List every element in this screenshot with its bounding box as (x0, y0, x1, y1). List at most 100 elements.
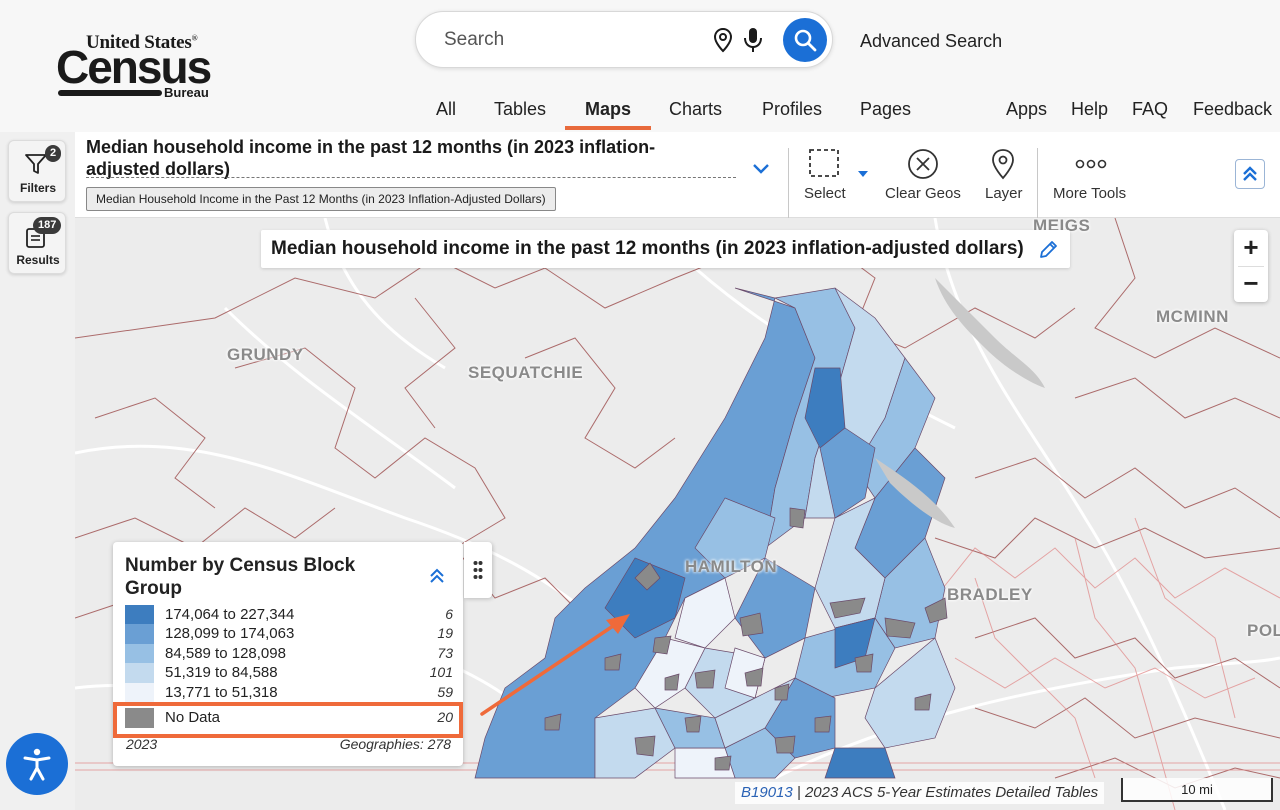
map-toolbar: Median household income in the past 12 m… (75, 132, 1280, 218)
legend-row: 51,319 to 84,588 101 (125, 663, 453, 683)
scale-bar: 10 mi (1121, 778, 1273, 802)
legend-geographies: Geographies: 278 (339, 736, 451, 752)
search-bar (415, 11, 833, 68)
more-tools-label: More Tools (1053, 185, 1127, 202)
hamilton-choropleth (474, 287, 956, 779)
search-button[interactable] (783, 18, 827, 62)
legend-row-no-data: No Data 20 (125, 708, 453, 728)
location-pin-icon (992, 149, 1014, 180)
feedback-link[interactable]: Feedback (1193, 99, 1273, 119)
filters-count-badge: 2 (45, 145, 62, 162)
drag-dots-icon (473, 561, 483, 579)
lake-shape (875, 458, 955, 528)
legend-row: 128,099 to 174,063 19 (125, 624, 453, 644)
attribution-divider: | (796, 784, 805, 801)
filters-button[interactable]: 2 Filters (8, 140, 66, 202)
site-header: United States® Census Bureau Advanced Se… (0, 0, 1280, 132)
search-input[interactable] (444, 26, 694, 54)
county-label-grundy: GRUNDY (227, 345, 304, 364)
location-pin-icon[interactable] (712, 27, 734, 53)
map-attribution: B19013 | 2023 ACS 5-Year Estimates Detai… (735, 782, 1105, 804)
legend-range: 51,319 to 84,588 (165, 664, 278, 681)
zoom-divider (1238, 266, 1264, 267)
logo-underline (58, 90, 162, 96)
left-rail: 2 Filters 187 Results (0, 132, 75, 810)
tab-charts[interactable]: Charts (669, 99, 723, 119)
legend-swatch (125, 644, 154, 664)
legend-count: 6 (445, 606, 453, 622)
legend-title: Number by Census Block Group (125, 555, 356, 599)
tab-pages[interactable]: Pages (860, 99, 912, 119)
county-label-mcminn: MCMINN (1156, 307, 1229, 326)
legend-range: 174,064 to 227,344 (165, 606, 295, 623)
double-chevron-up-icon[interactable] (429, 568, 445, 584)
active-tab-indicator (565, 126, 651, 130)
results-button[interactable]: 187 Results (8, 212, 66, 274)
legend-range: No Data (165, 709, 221, 726)
legend-count: 59 (437, 684, 453, 700)
legend-range: 84,589 to 128,098 (165, 645, 286, 662)
zoom-out-button[interactable]: − (1243, 268, 1259, 298)
toolbar-divider (1037, 148, 1038, 218)
attribution-text: 2023 ACS 5-Year Estimates Detailed Table… (804, 784, 1099, 801)
county-label-bradley: BRADLEY (947, 585, 1033, 604)
table-code-link[interactable]: B19013 (741, 784, 793, 801)
tab-maps[interactable]: Maps (585, 99, 632, 119)
legend-drag-handle[interactable] (464, 542, 492, 598)
legend-count: 101 (429, 664, 453, 680)
accessibility-icon (23, 748, 51, 781)
double-chevron-up-icon (1243, 166, 1257, 181)
no-data-highlight-box (113, 702, 463, 738)
legend-count: 19 (437, 625, 453, 641)
zoom-controls: + − (1234, 230, 1268, 302)
microphone-icon[interactable] (742, 26, 764, 54)
legend-swatch (125, 624, 154, 644)
chevron-down-icon[interactable] (752, 163, 770, 175)
legend-year: 2023 (126, 736, 158, 752)
legend-swatch (125, 663, 154, 683)
collapse-toolbar-button[interactable] (1235, 159, 1265, 189)
help-link[interactable]: Help (1071, 99, 1109, 119)
logo-main-text: Census (56, 41, 212, 93)
map-title-text: Median household income in the past 12 m… (271, 238, 1024, 259)
results-label: Results (16, 253, 60, 267)
lake-shape (935, 278, 1045, 388)
legend-range: 13,771 to 51,318 (165, 684, 278, 701)
map-legend: Number by Census Block Group 174,064 to … (113, 542, 463, 766)
legend-row: 84,589 to 128,098 73 (125, 644, 453, 664)
legend-count: 20 (437, 709, 453, 725)
apps-link[interactable]: Apps (1006, 99, 1048, 119)
census-logo[interactable]: United States® Census Bureau (56, 32, 226, 100)
toolbar-divider (788, 148, 789, 218)
filters-label: Filters (19, 181, 56, 195)
logo-top-text: United States (86, 32, 192, 53)
select-box-icon (809, 149, 839, 177)
search-icon (794, 29, 817, 52)
table-title-dropdown[interactable]: Median household income in the past 12 m… (86, 137, 656, 179)
registered-mark: ® (191, 33, 198, 43)
legend-row: 174,064 to 227,344 6 (125, 605, 453, 625)
tab-profiles[interactable]: Profiles (762, 99, 823, 119)
faq-link[interactable]: FAQ (1132, 99, 1169, 119)
logo-sub-text: Bureau (164, 85, 209, 100)
layer-label: Layer (985, 185, 1023, 202)
clear-geos-label: Clear Geos (885, 185, 961, 202)
caret-down-icon[interactable] (858, 171, 868, 177)
more-dots-icon (1075, 159, 1107, 169)
tab-tables[interactable]: Tables (494, 99, 547, 119)
select-label: Select (804, 185, 846, 202)
results-count-badge: 187 (33, 217, 62, 234)
clear-circle-x-icon (908, 149, 938, 179)
table-id-chip[interactable]: Median Household Income in the Past 12 M… (86, 187, 556, 211)
legend-swatch (125, 683, 154, 703)
title-underline (86, 177, 736, 178)
legend-swatch (125, 605, 154, 625)
advanced-search-link[interactable]: Advanced Search (860, 31, 1003, 51)
legend-count: 73 (437, 645, 453, 661)
tab-all[interactable]: All (436, 99, 457, 119)
zoom-in-button[interactable]: + (1243, 232, 1259, 262)
legend-row: 13,771 to 51,318 59 (125, 683, 453, 703)
legend-swatch (125, 708, 154, 728)
pencil-edit-icon[interactable] (1038, 240, 1058, 260)
accessibility-button[interactable] (6, 733, 68, 795)
